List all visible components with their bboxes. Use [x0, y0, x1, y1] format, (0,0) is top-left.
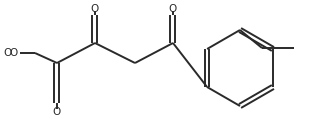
Text: O: O	[10, 48, 18, 58]
Text: O: O	[91, 4, 99, 14]
Text: O: O	[53, 107, 61, 117]
Text: O: O	[169, 4, 177, 14]
Text: O: O	[4, 48, 12, 58]
